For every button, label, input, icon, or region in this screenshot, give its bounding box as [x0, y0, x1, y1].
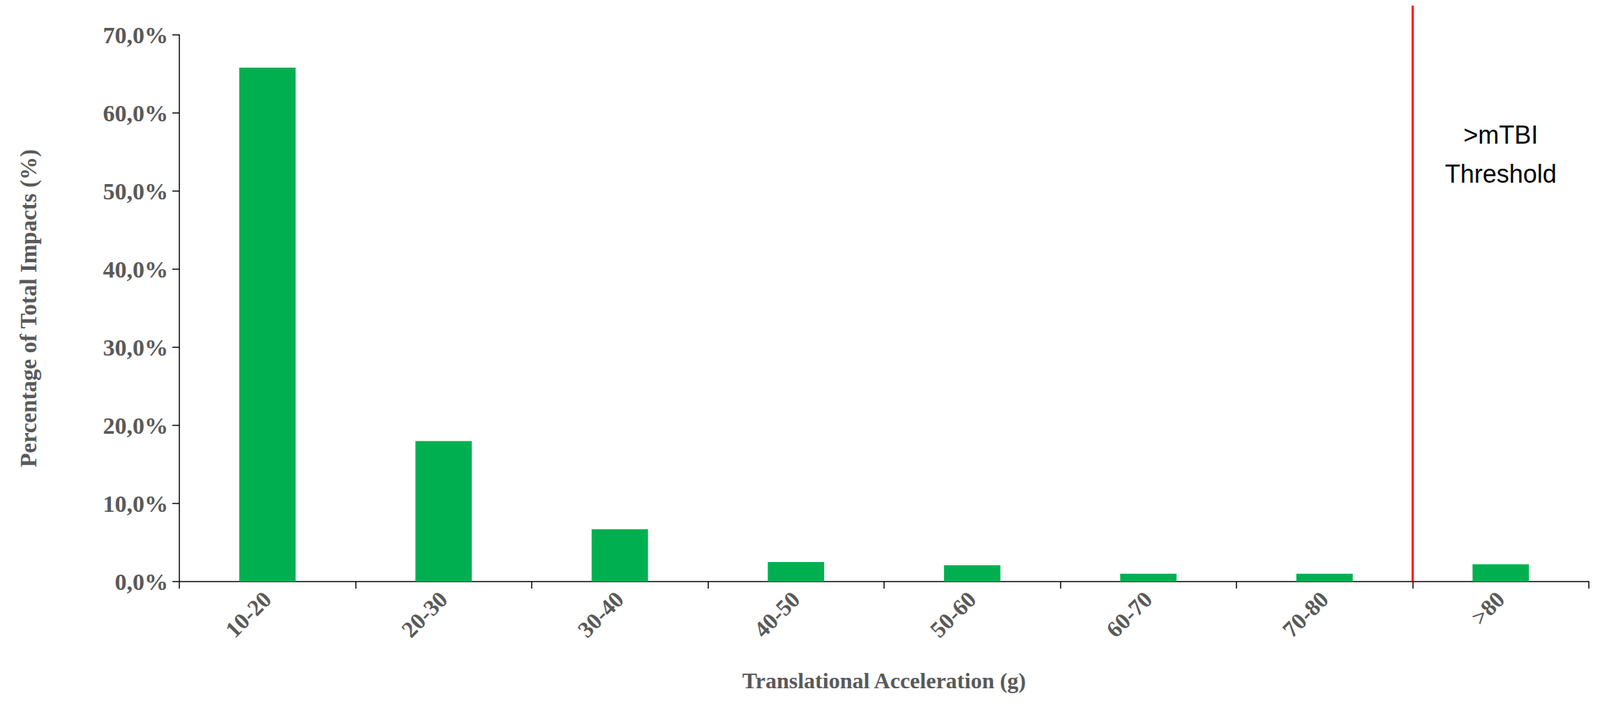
svg-text:60-70: 60-70	[1101, 586, 1158, 643]
svg-text:>mTBI: >mTBI	[1463, 120, 1538, 150]
svg-text:Percentage of Total Impacts (%: Percentage of Total Impacts (%)	[16, 149, 42, 468]
svg-text:>80: >80	[1466, 586, 1510, 631]
svg-text:10,0%: 10,0%	[103, 491, 169, 518]
svg-text:70,0%: 70,0%	[103, 22, 169, 49]
svg-text:0,0%: 0,0%	[115, 569, 169, 596]
svg-text:50,0%: 50,0%	[103, 178, 169, 205]
svg-text:Threshold: Threshold	[1445, 159, 1557, 189]
svg-text:40-50: 40-50	[749, 586, 806, 643]
svg-text:30-40: 30-40	[572, 586, 629, 643]
svg-text:20,0%: 20,0%	[103, 413, 169, 439]
svg-text:50-60: 50-60	[925, 586, 982, 643]
svg-text:10-20: 10-20	[220, 586, 277, 643]
svg-text:30,0%: 30,0%	[103, 334, 169, 361]
svg-text:40,0%: 40,0%	[103, 256, 169, 283]
svg-text:20-30: 20-30	[397, 586, 453, 643]
svg-text:Translational Acceleration (g): Translational Acceleration (g)	[742, 668, 1026, 694]
svg-text:70-80: 70-80	[1277, 586, 1334, 643]
svg-text:60,0%: 60,0%	[103, 100, 169, 127]
